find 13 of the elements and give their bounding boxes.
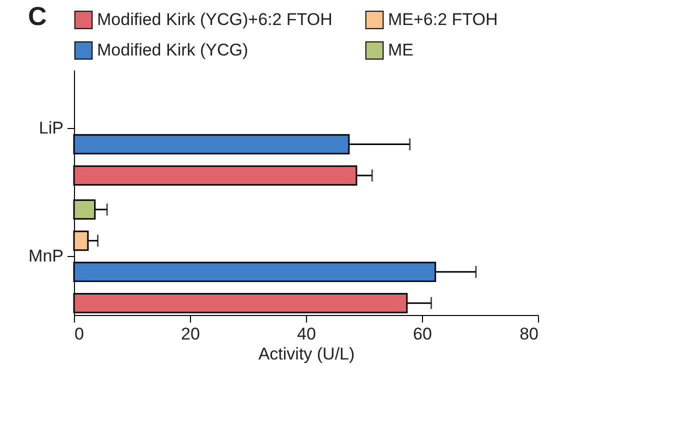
x-tick-label: 0 bbox=[74, 324, 84, 344]
y-tick-label: LiP bbox=[38, 118, 64, 138]
legend-label: ME bbox=[388, 40, 414, 60]
chart-title: C bbox=[28, 1, 48, 31]
legend-label: Modified Kirk (YCG) bbox=[97, 40, 248, 60]
x-tick-label: 40 bbox=[297, 324, 316, 344]
legend-label: ME+6:2 FTOH bbox=[388, 10, 498, 29]
x-tick-label: 20 bbox=[181, 324, 200, 344]
legend-label: Modified Kirk (YCG)+6:2 FTOH bbox=[97, 10, 332, 29]
x-axis-title: Activity (U/L) bbox=[258, 344, 355, 364]
x-tick-label: 80 bbox=[520, 324, 538, 344]
x-tick-label: 60 bbox=[413, 324, 432, 344]
y-tick-label: MnP bbox=[28, 246, 64, 266]
